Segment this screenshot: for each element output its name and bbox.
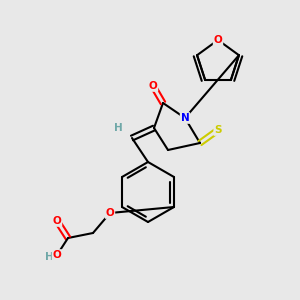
Text: O: O xyxy=(214,35,222,45)
Text: H: H xyxy=(45,252,53,262)
Text: O: O xyxy=(148,81,158,91)
Text: S: S xyxy=(214,125,222,135)
Text: O: O xyxy=(52,250,62,260)
Text: H: H xyxy=(114,123,122,133)
Text: N: N xyxy=(181,113,189,123)
Text: O: O xyxy=(106,208,114,218)
Text: O: O xyxy=(52,216,62,226)
